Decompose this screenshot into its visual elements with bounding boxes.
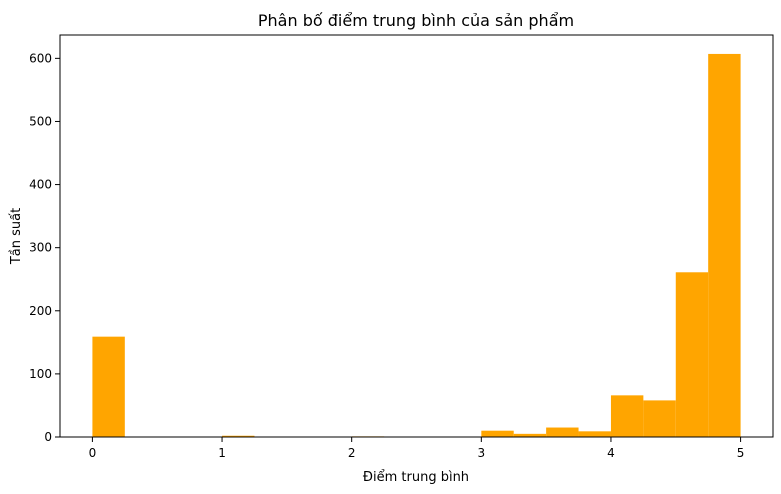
y-tick-label: 300 <box>29 241 52 255</box>
histogram-bar <box>481 430 514 437</box>
histogram-bar <box>92 336 125 437</box>
y-tick-label: 200 <box>29 304 52 318</box>
histogram-bar <box>708 53 741 437</box>
bars-group <box>92 53 741 437</box>
histogram-bar <box>222 435 255 437</box>
y-axis-ticks: 0 100 200 300 400 500 600 <box>29 51 60 444</box>
x-tick-label: 0 <box>89 446 97 460</box>
y-tick-label: 600 <box>29 51 52 65</box>
histogram-bar <box>578 431 611 437</box>
x-tick-label: 5 <box>737 446 745 460</box>
x-tick-label: 2 <box>348 446 356 460</box>
histogram-bar <box>513 433 547 437</box>
chart-title: Phân bố điểm trung bình của sản phẩm <box>258 11 574 30</box>
x-axis-label: Điểm trung bình <box>363 470 469 485</box>
x-tick-label: 3 <box>477 446 485 460</box>
y-axis-label: Tần suất <box>9 208 24 265</box>
histogram-bar <box>643 400 676 437</box>
x-tick-label: 4 <box>607 446 615 460</box>
histogram-bar <box>610 395 644 437</box>
plot-frame <box>59 34 774 438</box>
y-tick-label: 400 <box>29 178 52 192</box>
x-tick-label: 1 <box>218 446 226 460</box>
y-tick-label: 500 <box>29 114 52 128</box>
histogram-bar <box>675 272 709 437</box>
histogram-bar <box>546 427 579 437</box>
x-axis-ticks: 0 1 2 3 4 5 <box>89 437 745 460</box>
y-tick-label: 0 <box>44 430 52 444</box>
y-tick-label: 100 <box>29 367 52 381</box>
